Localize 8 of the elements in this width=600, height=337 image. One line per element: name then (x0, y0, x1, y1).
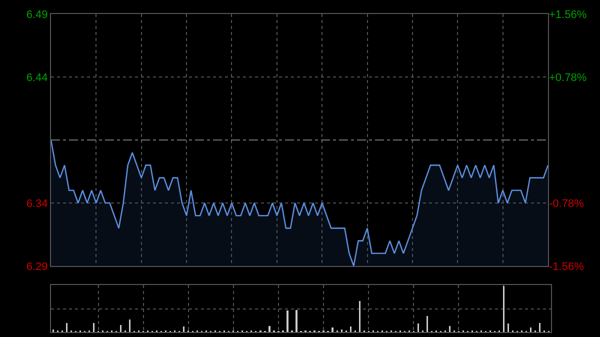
y-tick-label: 6.29 (26, 260, 48, 273)
y2-tick-label: -1.56% (549, 260, 584, 273)
y-tick-label: 6.34 (26, 198, 48, 210)
y-tick-label: 6.49 (26, 8, 48, 21)
y2-tick-label: -0.78% (549, 198, 584, 210)
y2-tick-label: +1.56% (549, 8, 587, 21)
y2-tick-label: +0.78% (549, 72, 587, 84)
y-tick-label: 6.44 (26, 72, 48, 84)
